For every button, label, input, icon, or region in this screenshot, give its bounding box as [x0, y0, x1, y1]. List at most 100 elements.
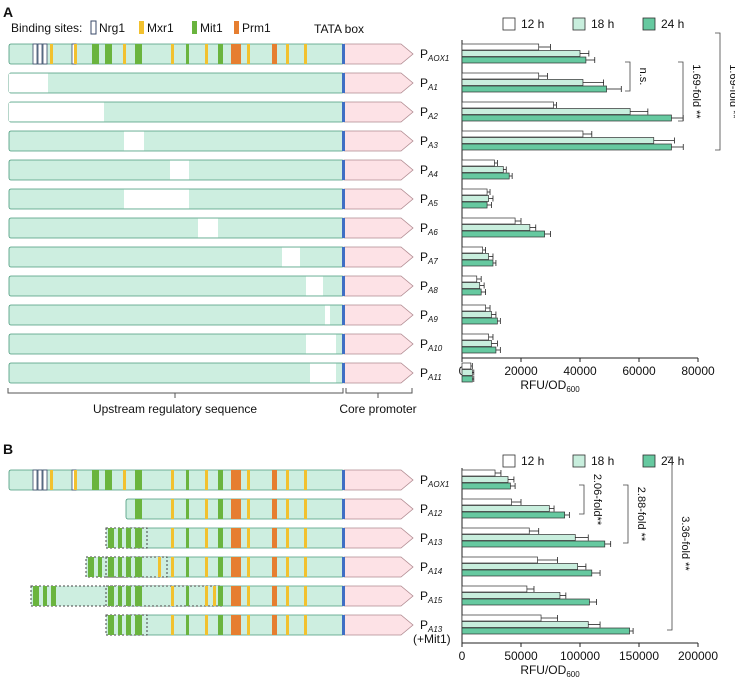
- panel-a-bar-chart: 12 h18 h24 h020000400006000080000RFU/OD6…: [420, 17, 735, 394]
- core-promoter-shape: [343, 333, 414, 355]
- core-promoter-shape: [343, 101, 414, 123]
- mxr1-site: [304, 470, 307, 490]
- mit1-site: [218, 470, 223, 490]
- core-promoter-shape: [343, 527, 414, 549]
- bar-18h-1: [461, 505, 550, 512]
- bar-24h-7: [461, 259, 494, 267]
- category-note: (+Mit1): [413, 632, 451, 646]
- mit1-site: [92, 44, 99, 64]
- tata-box-site: [342, 160, 345, 180]
- nrg1-site: [37, 469, 43, 491]
- mit1-site: [135, 615, 142, 635]
- mxr1-site: [304, 499, 307, 519]
- bar-24h-10: [461, 346, 497, 354]
- core-promoter-shape: [343, 469, 414, 491]
- mit1-site: [126, 528, 131, 548]
- mit1-site: [135, 499, 142, 519]
- mit1-site: [43, 586, 47, 606]
- tata-box-site: [342, 44, 345, 64]
- promoter-diagram-a7: [8, 246, 414, 268]
- panel-a-region-brackets: [7, 388, 413, 398]
- significance-bracket-0: [625, 61, 631, 92]
- mxr1-site: [205, 44, 208, 64]
- mit1-site: [218, 499, 223, 519]
- bar-24h-4: [461, 598, 590, 606]
- deleted-region: [9, 73, 48, 93]
- bar-24h-11: [461, 375, 473, 383]
- promoter-diagram-a1: [8, 72, 414, 94]
- mxr1-site: [50, 470, 53, 490]
- mxr1-site: [304, 615, 307, 635]
- mit1-site: [126, 615, 131, 635]
- deleted-region: [9, 102, 104, 122]
- bar-12h-6: [461, 217, 516, 225]
- bar-12h-7: [461, 246, 483, 254]
- bar-12h-3: [461, 556, 538, 564]
- prm1-site: [272, 615, 277, 635]
- significance-bracket-0: [579, 484, 585, 515]
- bar-18h-3: [461, 563, 578, 570]
- category-label-subscript: A4: [427, 170, 438, 179]
- bar-18h-11: [461, 369, 473, 376]
- mit1-site: [98, 557, 102, 577]
- promoter-diagram-aox1: [8, 43, 414, 65]
- tata-box-site: [342, 73, 345, 93]
- tata-box-site: [342, 305, 345, 325]
- tata-box-site: [342, 334, 345, 354]
- core-promoter-shape: [343, 304, 414, 326]
- mxr1-site: [50, 44, 53, 64]
- mxr1-site: [171, 615, 174, 635]
- core-promoter-label: Core promoter: [339, 402, 416, 416]
- mxr1-site: [123, 44, 126, 64]
- mit1-site: [118, 528, 122, 548]
- mit1-site: [118, 615, 122, 635]
- prm1-site: [231, 586, 241, 606]
- bar-24h-8: [461, 288, 482, 296]
- category-label-2: PA13: [420, 531, 443, 547]
- promoter-diagram-b-3: [85, 556, 414, 578]
- mit1-site: [186, 499, 189, 519]
- category-label-0: PAOX1: [420, 47, 449, 63]
- legend-swatch-24h: [642, 17, 656, 31]
- promoter-diagram-b-5: [105, 614, 414, 636]
- bar-24h-2: [461, 540, 606, 548]
- promoter-diagram-b-1: [125, 498, 414, 520]
- promoter-diagram-a8: [8, 275, 414, 297]
- prm1-site: [231, 499, 241, 519]
- upstream-region: [8, 43, 345, 65]
- tata-box-site: [342, 276, 345, 296]
- mit1-site: [135, 528, 142, 548]
- panel-b-promoter-diagrams: [8, 469, 414, 636]
- mit1-site: [118, 586, 122, 606]
- category-label-subscript: A5: [427, 199, 438, 208]
- mxr1-site: [286, 615, 289, 635]
- bar-18h-2: [461, 108, 631, 115]
- category-label-3: PA3: [420, 134, 438, 150]
- prm1-site: [272, 44, 277, 64]
- core-promoter-shape: [343, 275, 414, 297]
- mxr1-site: [123, 470, 126, 490]
- deleted-region: [198, 218, 218, 238]
- prm1-site: [272, 586, 277, 606]
- category-label-4: PA15: [420, 589, 443, 605]
- upstream-region: [8, 469, 345, 491]
- category-label-subscript: A6: [427, 228, 438, 237]
- deleted-region: [170, 160, 189, 180]
- category-label-11: PA11: [420, 366, 442, 382]
- mit1-site: [105, 44, 112, 64]
- category-label-1: PA1: [420, 76, 438, 92]
- category-label-subscript: A13: [427, 625, 443, 634]
- mxr1-site: [158, 557, 161, 577]
- mxr1-site: [171, 586, 174, 606]
- legend-label-mxr1: Mxr1: [147, 21, 174, 35]
- significance-bracket-2: [715, 32, 721, 151]
- bar-18h-4: [461, 166, 504, 173]
- mit1-site: [135, 557, 142, 577]
- mit1-site: [92, 470, 99, 490]
- promoter-diagram-a6: [8, 217, 414, 239]
- mxr1-site: [205, 470, 208, 490]
- legend-swatch-18h: [572, 17, 586, 31]
- category-label-subscript: AOX1: [427, 54, 449, 63]
- mit1-site: [108, 557, 114, 577]
- category-label-subscript: A12: [427, 509, 443, 518]
